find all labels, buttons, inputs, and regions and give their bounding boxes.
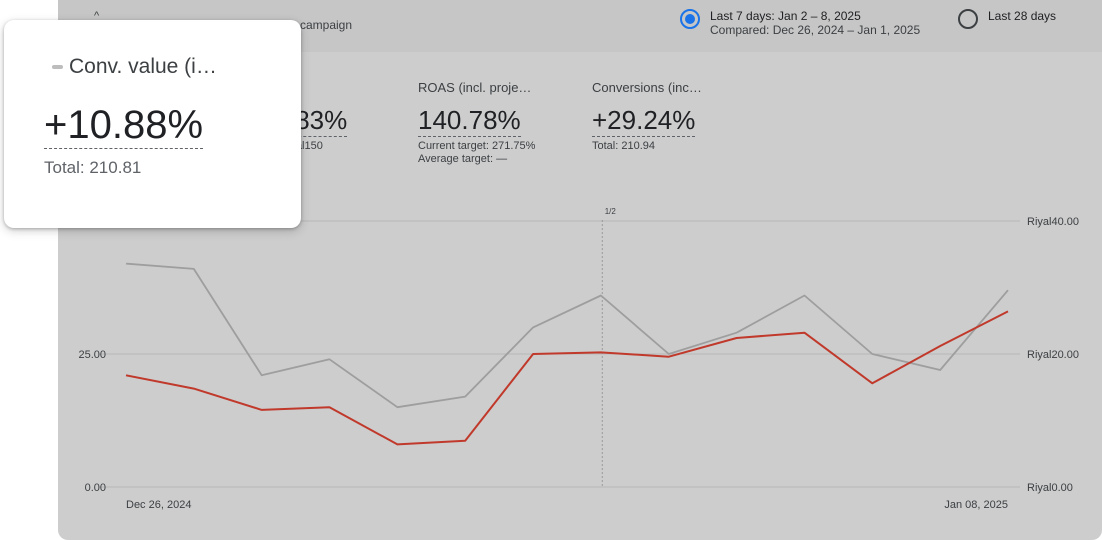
metric-value: 140.78%	[418, 105, 521, 137]
x-axis-end-label: Jan 08, 2025	[944, 499, 1008, 511]
metric-card-roas[interactable]: ROAS (incl. proje… 140.78% Current targe…	[418, 80, 535, 166]
campaign-label: campaign	[300, 18, 353, 32]
popover-value: +10.88%	[44, 103, 204, 149]
range-28-label: Last 28 days	[988, 9, 1057, 23]
metric-popover: Conv. value (i… +10.88% Total: 210.81	[4, 20, 301, 228]
range-option-7-days[interactable]: Last 7 days: Jan 2 – 8, 2025 Compared: D…	[680, 9, 920, 37]
right-axis-tick-label: Riyal20.00	[1027, 349, 1079, 361]
metric-name: ROAS (incl. proje…	[418, 80, 532, 95]
performance-chart: Riyal0.00 Riyal20.00 Riyal40.00 0.00 25.00 1/…	[78, 207, 1079, 511]
right-axis-tick-label: Riyal0.00	[1027, 482, 1073, 494]
metric-sub-2: Average target: —	[418, 153, 508, 165]
metric-card-conversions[interactable]: Conversions (inc… +29.24% Total: 210.94	[592, 80, 702, 153]
metric-sub: Current target: 271.75%	[418, 140, 536, 152]
current-period-line	[125, 310, 1009, 446]
popover-title-text: Conv. value (i…	[69, 55, 217, 78]
popover-total: Total: 210.81	[44, 158, 142, 177]
header-marker: ^	[94, 10, 100, 22]
range-7-compared: Compared: Dec 26, 2024 – Jan 1, 2025	[710, 23, 921, 37]
right-axis-tick-label: Riyal40.00	[1027, 216, 1079, 228]
legend-dash-icon	[52, 65, 63, 69]
left-axis-tick-label: 0.00	[85, 482, 106, 494]
marker-label: 1/2	[605, 207, 617, 216]
left-axis-tick-label: 25.00	[78, 349, 106, 361]
performance-panel: ^ campaign Last 7 days: Jan 2 – 8, 2025 …	[58, 0, 1102, 540]
metric-name: Conversions (inc…	[592, 80, 702, 95]
range-option-28-days[interactable]: Last 28 days	[958, 9, 1056, 29]
popover-title: Conv. value (i…	[52, 55, 217, 79]
metric-value: +29.24%	[592, 105, 696, 137]
metric-sub: Total: 210.94	[592, 140, 655, 152]
radio-28-days[interactable]	[958, 9, 978, 29]
comparison-period-line	[125, 262, 1009, 409]
x-axis-start-label: Dec 26, 2024	[126, 499, 191, 511]
range-7-label: Last 7 days: Jan 2 – 8, 2025	[710, 9, 861, 23]
radio-7-days[interactable]	[680, 9, 700, 29]
